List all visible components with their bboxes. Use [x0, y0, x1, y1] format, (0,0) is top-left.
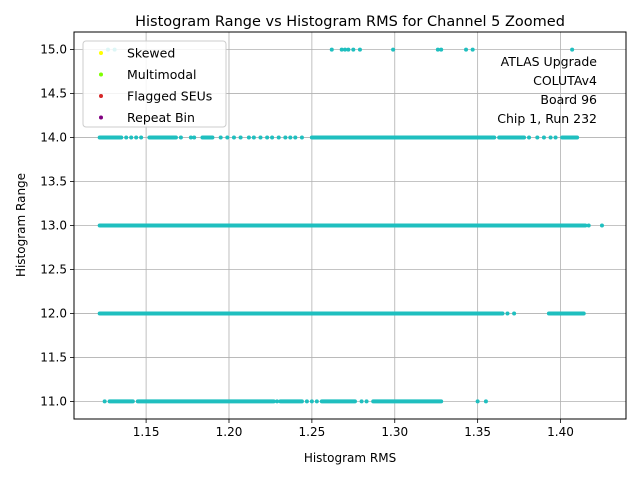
- y-tick-label: 11.5: [40, 350, 67, 364]
- y-tick-label: 13.5: [40, 175, 67, 189]
- x-tick-label: 1.20: [216, 425, 243, 439]
- annotation-line: Chip 1, Run 232: [497, 111, 597, 126]
- x-tick-label: 1.15: [133, 425, 160, 439]
- legend-label: Skewed: [127, 46, 175, 61]
- data-point: [351, 47, 356, 52]
- y-axis-label: Histogram Range: [14, 173, 28, 277]
- x-tick-label: 1.30: [381, 425, 408, 439]
- data-point: [541, 135, 546, 140]
- data-point: [553, 135, 558, 140]
- data-point: [346, 47, 351, 52]
- data-point: [512, 311, 517, 316]
- data-point: [475, 399, 480, 404]
- data-point: [439, 47, 444, 52]
- data-point: [265, 135, 270, 140]
- annotation-line: Board 96: [540, 92, 597, 107]
- data-point: [586, 223, 591, 228]
- data-point: [548, 135, 553, 140]
- data-point: [124, 135, 129, 140]
- data-point: [275, 399, 280, 404]
- data-point: [553, 311, 558, 316]
- data-point: [192, 135, 197, 140]
- data-point: [139, 135, 144, 140]
- data-point: [527, 135, 532, 140]
- x-tick-label: 1.25: [299, 425, 326, 439]
- data-point: [391, 47, 396, 52]
- data-point: [134, 135, 139, 140]
- y-tick-label: 12.5: [40, 262, 67, 276]
- data-point: [357, 47, 362, 52]
- y-tick-label: 12.0: [40, 306, 67, 320]
- chart-title: Histogram Range vs Histogram RMS for Cha…: [135, 14, 565, 30]
- data-point: [129, 135, 134, 140]
- data-point: [470, 47, 475, 52]
- data-point: [483, 399, 488, 404]
- data-point: [178, 135, 183, 140]
- data-point: [304, 399, 309, 404]
- data-point: [309, 399, 314, 404]
- legend: Skewed Multimodal Flagged SEUs Repeat Bin: [82, 40, 227, 128]
- data-point: [225, 135, 230, 140]
- data-point: [314, 399, 319, 404]
- data-point: [102, 399, 107, 404]
- data-point: [188, 135, 193, 140]
- data-point: [435, 47, 440, 52]
- y-tick-label: 14.0: [40, 131, 67, 145]
- legend-box: [82, 40, 227, 128]
- data-point: [258, 135, 263, 140]
- data-point: [339, 47, 344, 52]
- run-annotation: ATLAS Upgrade COLUTAv4 Board 96 Chip 1, Run…: [497, 54, 597, 126]
- data-point: [270, 135, 275, 140]
- data-points: [97, 47, 604, 404]
- data-point: [535, 135, 540, 140]
- y-tick-label: 13.0: [40, 219, 67, 233]
- legend-label: Repeat Bin: [127, 110, 195, 125]
- legend-marker: [99, 72, 103, 77]
- data-point: [464, 47, 469, 52]
- data-point: [276, 135, 281, 140]
- data-point: [560, 311, 565, 316]
- x-axis-label: Histogram RMS: [304, 451, 396, 465]
- data-point: [364, 399, 369, 404]
- legend-label: Multimodal: [127, 67, 196, 82]
- data-point: [505, 311, 510, 316]
- x-tick-label: 1.35: [464, 425, 491, 439]
- annotation-line: ATLAS Upgrade: [501, 54, 598, 69]
- data-point: [218, 135, 223, 140]
- data-point: [246, 135, 251, 140]
- data-point: [359, 399, 364, 404]
- data-point: [283, 135, 288, 140]
- data-point: [570, 47, 575, 52]
- x-tick-label: 1.40: [547, 425, 574, 439]
- y-tick-label: 11.0: [40, 394, 67, 408]
- legend-marker: [99, 94, 103, 98]
- data-point: [251, 135, 256, 140]
- data-point: [299, 135, 304, 140]
- annotation-line: COLUTAv4: [533, 73, 597, 88]
- data-point: [231, 135, 236, 140]
- legend-marker: [99, 115, 103, 120]
- legend-marker: [99, 51, 103, 55]
- y-tick-label: 14.5: [40, 87, 67, 101]
- data-point: [343, 47, 348, 52]
- y-tick-label: 15.0: [40, 43, 67, 57]
- data-point: [599, 223, 604, 228]
- data-point: [238, 135, 243, 140]
- data-point: [329, 47, 334, 52]
- data-point: [293, 135, 298, 140]
- axis-ticks: 1.15 1.20 1.25 1.30 1.35 1.40 11.0 11.5 12.0 12.5…: [40, 43, 574, 439]
- data-point: [288, 135, 293, 140]
- legend-label: Flagged SEUs: [127, 89, 212, 104]
